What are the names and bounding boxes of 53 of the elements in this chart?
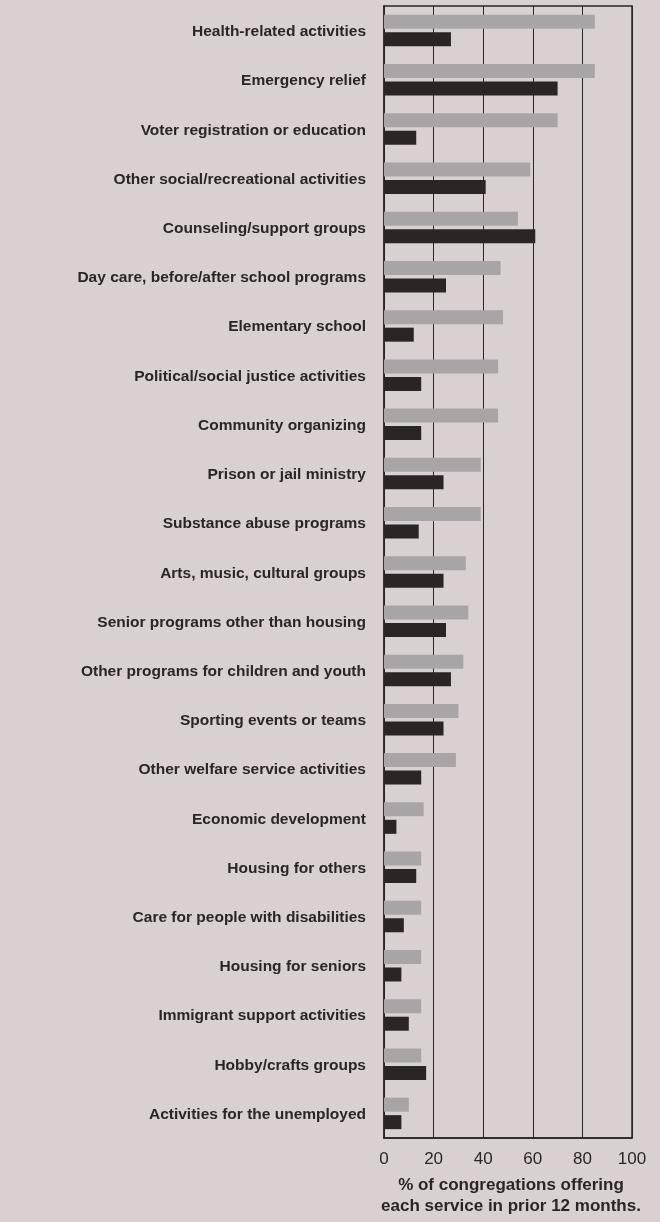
bar <box>384 703 459 718</box>
x-tick-label: 60 <box>523 1149 543 1168</box>
bar <box>384 14 595 29</box>
y-tick-label: Counseling/support groups <box>162 218 366 236</box>
y-tick-label: Substance abuse programs <box>162 514 366 532</box>
y-tick-label: Elementary school <box>228 317 366 335</box>
x-tick-label: 0 <box>379 1149 389 1168</box>
y-tick-label: Health-related activities <box>191 22 366 40</box>
bar <box>384 949 422 964</box>
bar <box>384 654 464 669</box>
y-tick-label: Economic development <box>192 809 366 827</box>
y-tick-label: Housing for others <box>227 858 366 876</box>
bar <box>384 605 469 620</box>
y-tick-label: Other welfare service activities <box>138 760 366 778</box>
bar <box>384 753 456 768</box>
bar <box>384 260 501 275</box>
bar <box>384 310 504 325</box>
bar <box>384 802 424 817</box>
x-tick-label: 100 <box>617 1149 647 1168</box>
bar <box>384 1048 422 1063</box>
bar <box>384 851 422 866</box>
bar <box>384 556 466 571</box>
y-tick-label: Activities for the unemployed <box>148 1104 366 1122</box>
y-tick-label: Sporting events or teams <box>179 711 366 729</box>
y-tick-label: Political/social justice activities <box>134 366 366 384</box>
y-tick-label: Voter registration or education <box>140 120 366 138</box>
bar <box>384 999 422 1014</box>
y-tick-label: Immigrant support activities <box>158 1006 366 1024</box>
x-tick-label: 80 <box>572 1149 592 1168</box>
x-axis-title: % of congregations offering each service in prior 12 months. <box>380 1174 642 1216</box>
bar <box>384 1097 409 1112</box>
y-tick-label: Prison or jail ministry <box>207 465 367 483</box>
y-tick-label: Day care, before/after school programs <box>77 268 366 286</box>
y-tick-label: Arts, music, cultural groups <box>160 563 366 581</box>
bar <box>384 211 518 226</box>
y-tick-label: Other programs for children and youth <box>80 661 366 679</box>
bar <box>384 507 481 522</box>
bar <box>384 900 422 915</box>
x-tick-label: 20 <box>424 1149 444 1168</box>
y-tick-label: Emergency relief <box>241 71 367 89</box>
y-tick-label: Senior programs other than housing <box>97 612 366 630</box>
bar <box>384 64 595 79</box>
bar <box>384 359 499 374</box>
x-tick-label: 40 <box>473 1149 493 1168</box>
y-tick-label: Care for people with disabilities <box>132 908 366 926</box>
y-tick-label: Housing for seniors <box>219 957 366 975</box>
bar <box>384 162 531 177</box>
bar <box>384 457 481 472</box>
y-tick-label: Other social/recreational activities <box>113 169 366 187</box>
bar <box>384 113 558 128</box>
y-tick-label: Hobby/crafts groups <box>214 1055 366 1073</box>
bar <box>384 408 499 423</box>
y-tick-label: Community organizing <box>198 415 366 433</box>
